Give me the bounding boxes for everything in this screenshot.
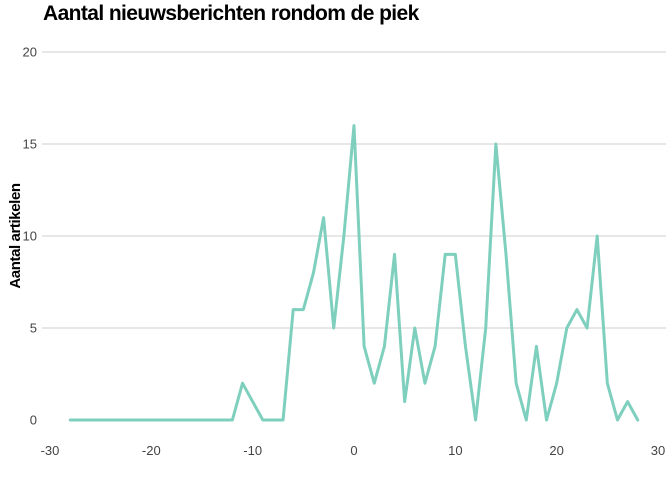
gridlines: [42, 51, 666, 329]
y-axis-ticks: 0 5 10 15 20: [23, 45, 37, 428]
series-layer: [68, 124, 640, 422]
x-axis-ticks: -30 -20 -10 0 10 20 30: [41, 443, 666, 458]
y-tick-label: 5: [30, 321, 37, 336]
y-axis-label: Aantal artikelen: [7, 183, 24, 289]
x-tick-label: -20: [142, 443, 161, 458]
x-tick-label: -30: [41, 443, 60, 458]
x-tick-label: 10: [448, 443, 462, 458]
y-tick-label: 20: [23, 45, 37, 60]
x-tick-label: 30: [651, 443, 665, 458]
x-tick-label: 20: [549, 443, 563, 458]
chart-title: Aantal nieuwsberichten rondom de piek: [43, 2, 419, 25]
y-tick-label: 0: [30, 413, 37, 428]
series-line: [68, 124, 640, 422]
x-tick-label: 0: [350, 443, 357, 458]
x-tick-label: -10: [243, 443, 262, 458]
y-tick-label: 10: [23, 229, 37, 244]
y-tick-label: 15: [23, 137, 37, 152]
